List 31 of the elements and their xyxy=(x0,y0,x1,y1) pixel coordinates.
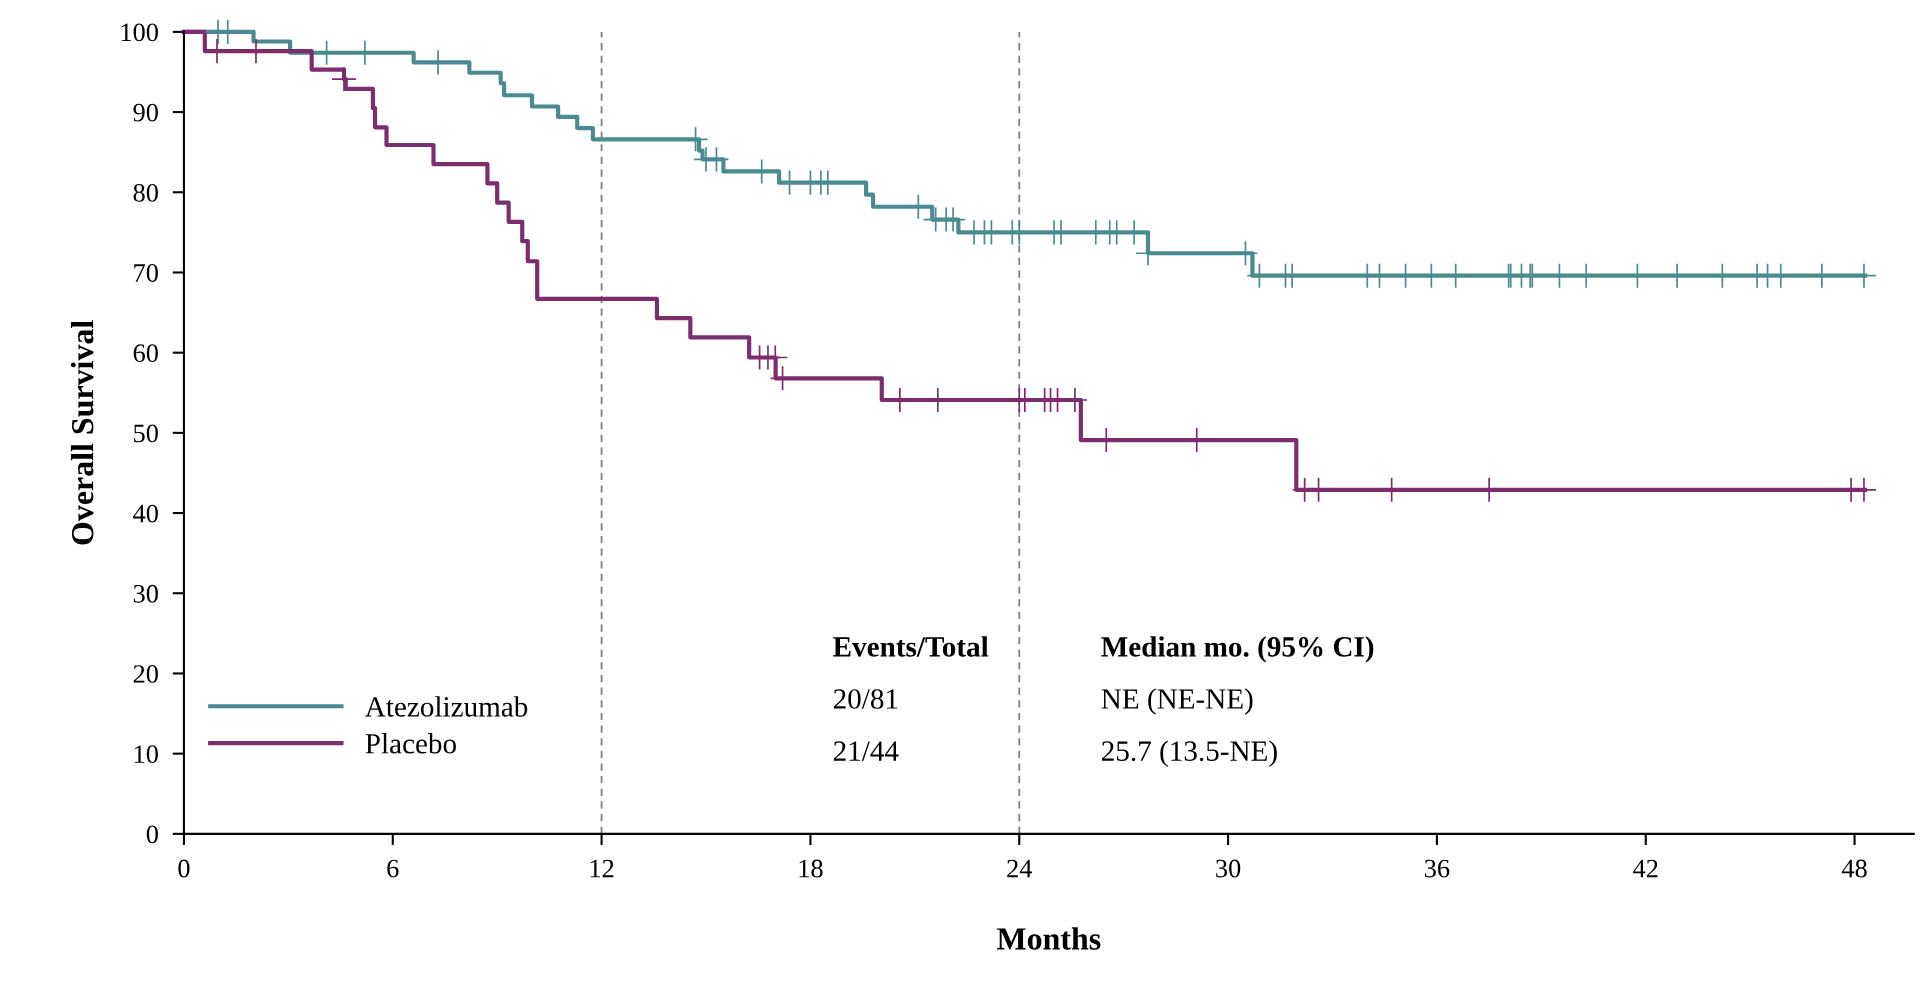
x-tick-label: 12 xyxy=(590,859,614,878)
y-tick-label: 10 xyxy=(134,745,158,764)
annotation: 20/81 xyxy=(833,689,898,709)
y-axis-title: Overall Survival xyxy=(70,320,94,545)
y-tick-label: 30 xyxy=(133,584,158,603)
y-tick-label: 40 xyxy=(133,504,158,523)
x-tick-label: 48 xyxy=(1841,859,1867,878)
y-tick-label: 100 xyxy=(121,23,158,42)
x-axis-title: Months xyxy=(997,927,1101,950)
x-tick-label: 36 xyxy=(1424,859,1450,878)
legend-label: Atezolizumab xyxy=(365,696,528,717)
x-tick-label: 6 xyxy=(387,859,399,878)
annotation: 25.7 (13.5-NE) xyxy=(1102,740,1277,767)
annotation: NE (NE-NE) xyxy=(1101,688,1253,715)
annotation: Median mo. (95% CI) xyxy=(1101,636,1374,663)
x-tick-label: 18 xyxy=(799,859,823,878)
y-tick-label: 0 xyxy=(146,825,158,844)
x-tick-label: 42 xyxy=(1633,859,1658,878)
legend-label: Placebo xyxy=(365,733,456,754)
point xyxy=(332,67,357,92)
y-tick-label: 90 xyxy=(133,103,158,122)
y-tick-label: 50 xyxy=(134,424,158,443)
y-tick-label: 20 xyxy=(133,665,158,683)
x-tick-label: 30 xyxy=(1216,859,1241,878)
y-tick-label: 70 xyxy=(134,264,158,282)
y-tick-label: 60 xyxy=(133,344,158,363)
x-tick-label: 24 xyxy=(1007,859,1033,878)
annotation: 21/44 xyxy=(833,741,899,761)
x-tick-label: 0 xyxy=(178,859,190,878)
annotation: Events/Total xyxy=(833,636,989,657)
y-tick-label: 80 xyxy=(133,183,158,202)
